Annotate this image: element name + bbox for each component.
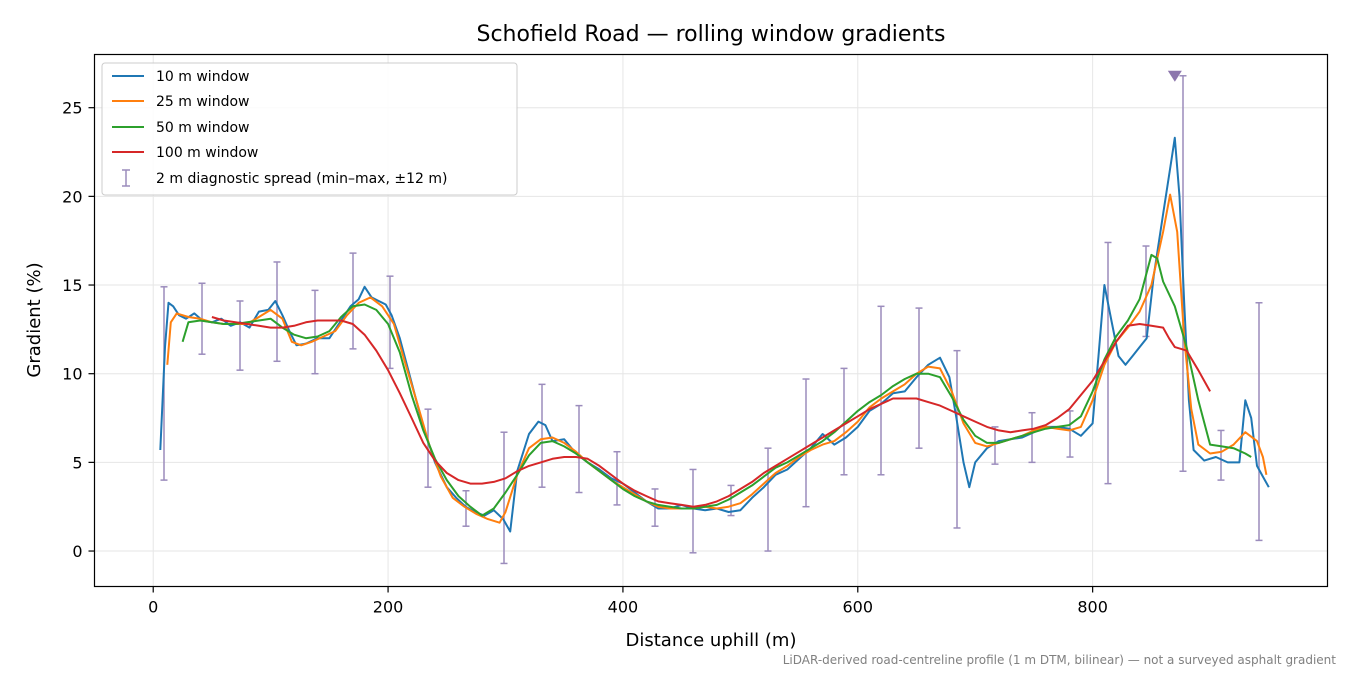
markers xyxy=(1167,70,1182,82)
legend-label-25m: 25 m window xyxy=(156,94,249,110)
y-tick-label: 10 xyxy=(62,365,82,384)
legend-swatch-spread xyxy=(122,169,130,187)
x-axis-label: Distance uphill (m) xyxy=(626,630,797,651)
series-line-100m xyxy=(211,316,1211,508)
legend-label-100m: 100 m window xyxy=(156,145,258,161)
plot-frame xyxy=(93,53,1329,588)
errorbar xyxy=(1217,429,1225,481)
errorbar xyxy=(349,252,357,350)
errorbar xyxy=(915,307,923,449)
clipped-spread-marker xyxy=(1167,70,1182,82)
errorbar xyxy=(953,349,961,529)
errorbar xyxy=(877,305,885,476)
legend-label-50m: 50 m window xyxy=(156,120,249,136)
x-tick-label: 400 xyxy=(608,598,639,617)
legend: 10 m window 25 m window 50 m window 100 … xyxy=(101,62,518,196)
errorbar xyxy=(1255,302,1263,542)
errorbar xyxy=(1104,241,1112,485)
y-tick-label: 25 xyxy=(62,99,82,118)
errorbar xyxy=(575,404,583,494)
errorbar xyxy=(273,261,281,363)
errorbar xyxy=(802,378,810,508)
x-axis-ticks: 0 200 400 600 800 xyxy=(148,586,1108,617)
y-tick-label: 0 xyxy=(72,542,82,561)
legend-label-spread: 2 m diagnostic spread (min–max, ±12 m) xyxy=(156,171,447,187)
series-line-25m xyxy=(166,193,1268,524)
errorbar xyxy=(311,289,319,375)
y-tick-label: 20 xyxy=(62,187,82,206)
errorbar xyxy=(727,484,735,517)
error-bars xyxy=(160,75,1263,565)
errorbar xyxy=(764,447,772,552)
legend-label-10m: 10 m window xyxy=(156,69,249,85)
x-tick-label: 0 xyxy=(148,598,158,617)
errorbar xyxy=(236,300,244,371)
chart-title: Schofield Road — rolling window gradient… xyxy=(477,22,946,47)
series-lines xyxy=(159,136,1270,533)
x-tick-label: 800 xyxy=(1077,598,1108,617)
errorbar xyxy=(991,426,999,465)
x-tick-label: 200 xyxy=(373,598,404,617)
legend-box xyxy=(101,62,518,196)
series-line-50m xyxy=(181,253,1252,517)
errorbar xyxy=(538,383,546,488)
x-tick-label: 600 xyxy=(843,598,874,617)
footnote: LiDAR-derived road-centreline profile (1… xyxy=(783,653,1337,667)
y-axis-label: Gradient (%) xyxy=(24,262,45,377)
errorbar xyxy=(689,468,697,554)
errorbar xyxy=(500,431,508,565)
errorbar xyxy=(840,367,848,476)
errorbar xyxy=(424,408,432,488)
errorbar xyxy=(1028,411,1036,464)
y-tick-label: 5 xyxy=(72,453,82,472)
errorbar xyxy=(1066,410,1074,458)
y-axis-ticks: 0 5 10 15 20 25 xyxy=(62,99,95,561)
y-tick-label: 15 xyxy=(62,276,82,295)
